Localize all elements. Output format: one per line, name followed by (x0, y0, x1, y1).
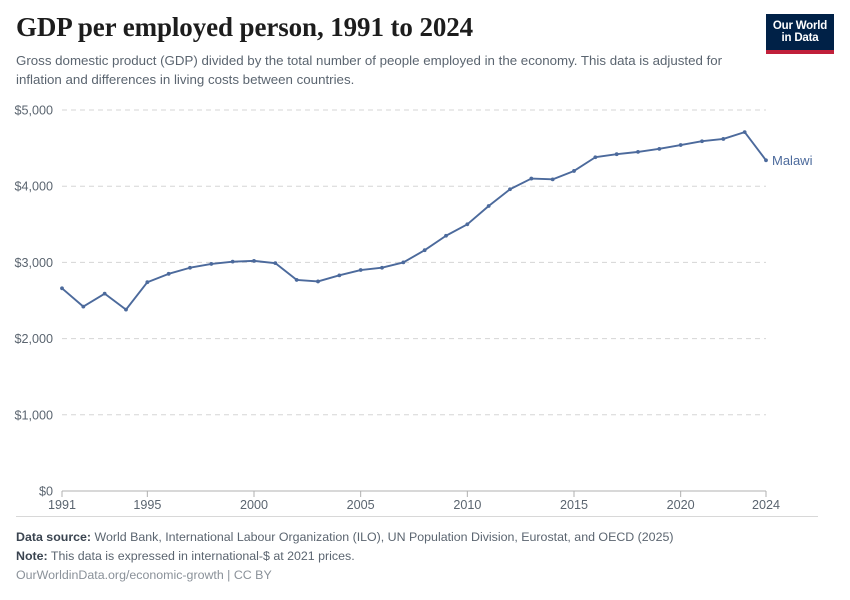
note-line: Note: This data is expressed in internat… (16, 547, 826, 566)
data-point[interactable] (273, 261, 278, 266)
data-point[interactable] (657, 146, 662, 151)
data-point[interactable] (145, 280, 150, 285)
data-point[interactable] (529, 176, 534, 181)
x-axis-tick-label: 2005 (347, 498, 375, 512)
data-point[interactable] (401, 260, 406, 265)
data-point[interactable] (508, 187, 512, 192)
data-point[interactable] (124, 307, 128, 312)
x-axis-tick-labels: 1991 1995 2000 2005 2010 2015 2020 2024 (48, 498, 780, 512)
chart-subtitle: Gross domestic product (GDP) divided by … (16, 53, 723, 87)
y-axis-tick-label: $2,000 (14, 332, 53, 346)
data-point[interactable] (465, 222, 470, 227)
note-text: This data is expressed in international-… (47, 549, 355, 563)
data-source-text: World Bank, International Labour Organiz… (91, 530, 674, 544)
owid-logo-line1: Our World (772, 19, 828, 32)
data-point[interactable] (721, 137, 726, 141)
x-axis-tick-label: 1991 (48, 498, 76, 512)
x-axis-tick-label: 1995 (133, 498, 161, 512)
owid-logo-line2: in Data (781, 32, 819, 44)
data-line-malawi[interactable] (61, 131, 767, 311)
y-axis-tick-label: $4,000 (14, 180, 53, 194)
data-point[interactable] (678, 143, 683, 147)
data-point-markers[interactable] (60, 130, 768, 312)
data-source-line: Data source: World Bank, International L… (16, 528, 826, 547)
x-axis-tick-label: 2000 (240, 498, 268, 512)
data-point[interactable] (700, 139, 704, 144)
data-point[interactable] (188, 265, 192, 270)
data-point[interactable] (337, 273, 342, 278)
data-point[interactable] (252, 258, 256, 263)
data-point[interactable] (60, 286, 64, 291)
data-point[interactable] (358, 268, 363, 272)
data-point[interactable] (81, 304, 86, 309)
gridlines (62, 109, 766, 416)
data-point[interactable] (166, 271, 171, 276)
data-point[interactable] (742, 130, 747, 135)
data-point[interactable] (102, 291, 107, 296)
data-point[interactable] (486, 204, 491, 208)
y-axis-tick-label: $1,000 (14, 408, 53, 422)
owid-logo[interactable]: Our World in Data (766, 14, 834, 54)
data-point[interactable] (550, 177, 555, 182)
data-source-label: Data source: (16, 530, 92, 544)
data-point[interactable] (444, 233, 448, 238)
chart-footer: Data source: World Bank, International L… (16, 516, 826, 585)
footer-link[interactable]: OurWorldinData.org/economic-growth | CC … (16, 568, 272, 582)
x-axis-tick-label: 2024 (752, 498, 780, 512)
y-axis-tick-label: $5,000 (14, 104, 53, 118)
footer-divider (16, 516, 818, 517)
data-point[interactable] (572, 169, 576, 173)
x-axis-tick-label: 2015 (560, 498, 588, 512)
note-label: Note: (16, 549, 48, 563)
data-point[interactable] (230, 259, 235, 264)
data-point[interactable] (294, 278, 299, 282)
data-point[interactable] (764, 158, 768, 163)
data-point[interactable] (636, 150, 640, 154)
data-point[interactable] (316, 279, 320, 284)
data-point[interactable] (380, 265, 384, 270)
data-point[interactable] (593, 155, 598, 160)
page-title: GDP per employed person, 1991 to 2024 (16, 12, 474, 42)
y-axis-tick-label: $3,000 (14, 256, 53, 270)
data-point[interactable] (209, 262, 214, 266)
y-axis-tick-label: $0 (39, 485, 53, 499)
chart-header: GDP per employed person, 1991 to 2024 Gr… (16, 10, 756, 89)
x-axis-tick-label: 2010 (453, 498, 481, 512)
data-point[interactable] (614, 152, 619, 157)
data-point[interactable] (422, 248, 427, 253)
x-axis-ticks (61, 491, 767, 497)
y-axis-tick-labels: $0 $1,000 $2,000 $3,000 $4,000 $5,000 (14, 104, 53, 499)
x-axis-tick-label: 2020 (667, 498, 695, 512)
series-label-malawi: Malawi (772, 153, 813, 168)
